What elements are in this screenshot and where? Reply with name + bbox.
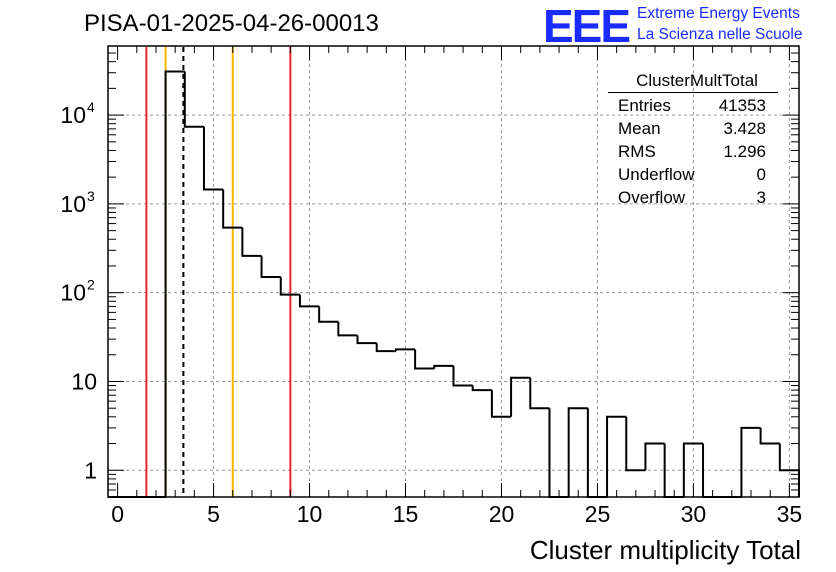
x-tick-label: 30 bbox=[681, 501, 707, 527]
histogram-bin bbox=[471, 385, 492, 392]
stats-label: Overflow bbox=[618, 188, 686, 207]
stats-row: Entries 41353 bbox=[608, 94, 778, 117]
histogram-bin bbox=[702, 443, 723, 498]
histogram-bin bbox=[394, 348, 416, 352]
logo-line2: La Scienza nelle Scuole bbox=[637, 26, 803, 43]
histogram-bin bbox=[548, 408, 569, 498]
x-tick-label: 0 bbox=[111, 501, 124, 527]
stats-row: Underflow 0 bbox=[608, 163, 778, 186]
y-tick-label: 1 bbox=[84, 457, 97, 483]
y-tick-exponent: 4 bbox=[87, 99, 95, 115]
y-tick-exponent: 3 bbox=[87, 188, 95, 204]
stats-value: 1.296 bbox=[723, 142, 766, 161]
stats-title: ClusterMultTotal bbox=[608, 70, 778, 93]
histogram-bin bbox=[625, 416, 646, 472]
stats-label: Underflow bbox=[618, 165, 695, 184]
stats-row: Overflow 3 bbox=[608, 186, 778, 209]
y-tick-label: 10 bbox=[60, 280, 86, 306]
stats-label: RMS bbox=[618, 142, 656, 161]
stats-label: Mean bbox=[618, 119, 661, 138]
chart-title: PISA-01-2025-04-26-00013 bbox=[84, 10, 379, 37]
stats-row: Mean 3.428 bbox=[608, 117, 778, 140]
y-tick-label: 10 bbox=[60, 102, 86, 128]
histogram-bin bbox=[318, 306, 339, 323]
histogram-bin bbox=[298, 294, 320, 308]
reference-lines bbox=[145, 47, 292, 496]
histogram-bin bbox=[510, 376, 531, 417]
histogram-bin bbox=[644, 442, 665, 471]
histogram-bin bbox=[682, 442, 704, 497]
histogram-bin bbox=[164, 70, 185, 497]
stats-value: 0 bbox=[756, 165, 766, 184]
eee-logo: EEE bbox=[543, 0, 631, 52]
stats-value: 3.428 bbox=[723, 119, 766, 138]
histogram-bin bbox=[433, 364, 454, 369]
histogram-bin bbox=[279, 277, 300, 296]
plot-frame bbox=[107, 45, 800, 498]
x-tick-label: 20 bbox=[489, 501, 515, 527]
x-tick-label: 10 bbox=[297, 501, 323, 527]
histogram-bin bbox=[490, 390, 512, 418]
x-tick-label: 15 bbox=[393, 501, 419, 527]
x-tick-label: 35 bbox=[777, 501, 803, 527]
stats-box: ClusterMultTotal Entries 41353 Mean 3.428 … bbox=[608, 70, 778, 209]
y-tick-exponent: 2 bbox=[87, 277, 95, 293]
stats-label: Entries bbox=[618, 96, 671, 115]
x-tick-label: 25 bbox=[585, 501, 611, 527]
histogram-bin bbox=[222, 189, 243, 229]
histogram-bin bbox=[337, 321, 358, 337]
histogram-bin bbox=[452, 365, 473, 387]
x-axis-label: Cluster multiplicity Total bbox=[530, 535, 801, 565]
x-tick-label: 5 bbox=[207, 501, 220, 527]
histogram-bin bbox=[356, 335, 377, 345]
logo-line1: Extreme Energy Events bbox=[637, 5, 800, 22]
histogram-bin bbox=[529, 377, 550, 410]
histogram-bin bbox=[740, 426, 761, 497]
histogram-bin bbox=[567, 407, 588, 497]
histogram-bin bbox=[375, 343, 396, 353]
y-tick-label: 10 bbox=[71, 368, 97, 394]
y-tick-label: 10 bbox=[60, 191, 86, 217]
histogram-bin bbox=[759, 427, 780, 445]
stats-value: 41353 bbox=[718, 96, 766, 115]
eee-logo-text: Extreme Energy Events La Scienza nelle S… bbox=[637, 3, 802, 45]
histogram-bin bbox=[260, 255, 281, 279]
stats-row: RMS 1.296 bbox=[608, 140, 778, 163]
histogram-bin bbox=[414, 349, 435, 370]
histogram-bin bbox=[241, 227, 262, 257]
histogram-bin bbox=[202, 126, 224, 191]
histogram-bin bbox=[606, 415, 627, 497]
stats-value: 3 bbox=[756, 188, 766, 207]
histogram-bin bbox=[183, 71, 204, 128]
